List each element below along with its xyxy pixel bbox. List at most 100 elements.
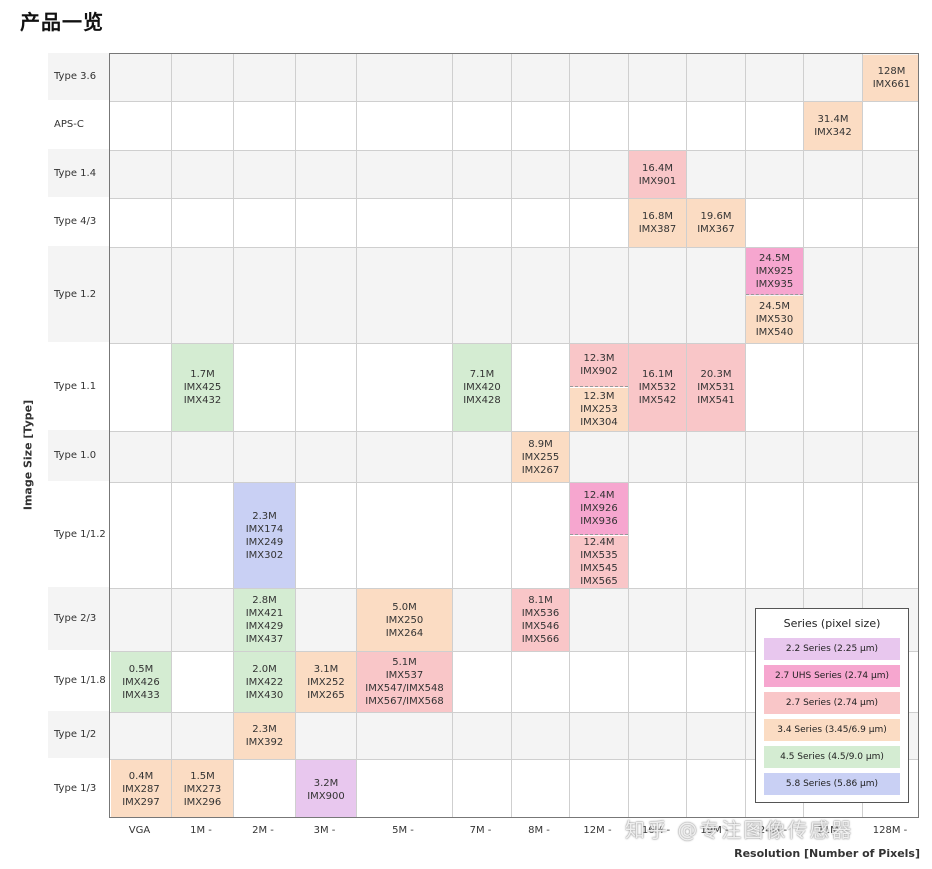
product-cell: 16.4M IMX901 — [629, 151, 686, 198]
grid-row-line — [110, 759, 918, 760]
product-cell-text: IMX537 — [385, 670, 424, 681]
product-cell-text: 2.3M — [252, 510, 277, 522]
product-cell: 1.5M IMX273 IMX296 — [172, 760, 233, 817]
product-cell: 2.3M IMX392 — [234, 713, 295, 759]
product-cell-text: 3.1M — [313, 663, 339, 675]
row-label: Type 1/1.2 — [54, 528, 106, 540]
product-cell-text: IMX535 — [580, 550, 618, 561]
row-label: Type 1.2 — [48, 246, 109, 342]
row-label: Type 2/3 — [48, 587, 109, 650]
product-cell-text: IMX302 — [245, 549, 284, 561]
product-cell: 8.1M IMX536 IMX546 IMX566 — [512, 589, 569, 651]
product-cell: 16.8M IMX387 — [629, 199, 686, 247]
product-cell-text: IMX342 — [814, 127, 852, 138]
product-cell-text: 16.1M — [642, 369, 673, 380]
grid-row-line — [110, 198, 918, 199]
legend-item: 3.4 Series (3.45/6.9 µm) — [764, 719, 900, 741]
product-cell: 16.1M IMX532 IMX542 — [629, 344, 686, 431]
product-cell-text: IMX547/IMX548 — [365, 683, 444, 694]
product-cell: 12.3M IMX253 IMX304 — [570, 388, 628, 431]
grid-row-line — [110, 482, 918, 483]
product-cell-text: 20.3M — [700, 369, 732, 380]
product-cell-text: IMX432 — [183, 395, 222, 406]
product-cell: 0.4M IMX287 IMX297 — [111, 760, 171, 817]
product-cell-text: 2.0M — [252, 663, 277, 675]
product-cell-text: IMX267 — [521, 464, 560, 476]
row-label: Type 1.0 — [48, 430, 109, 481]
product-cell-text: IMX273 — [183, 784, 222, 795]
product-cell-text: IMX392 — [245, 737, 284, 748]
product-cell: 3.2M IMX900 — [296, 760, 356, 817]
product-cell-text: 5.0M — [392, 601, 417, 613]
grid-row-line — [110, 343, 918, 344]
product-cell: 31.4M IMX342 — [804, 102, 862, 150]
column-label: 31M - — [817, 825, 846, 836]
grid-column-line — [862, 54, 863, 817]
product-cell-text: 0.4M — [128, 771, 154, 782]
row-label: Type 1/2 — [48, 711, 109, 758]
page-title: 产品一览 — [20, 10, 104, 34]
product-cell: 2.8M IMX421 IMX429 IMX437 — [234, 589, 295, 651]
product-cell-text: IMX536 — [521, 608, 560, 619]
grid-column-line — [233, 54, 234, 817]
product-cell-text: IMX936 — [580, 516, 618, 527]
product-cell-text: IMX255 — [521, 451, 560, 463]
product-cell-text: IMX264 — [385, 627, 424, 639]
product-cell-text: IMX546 — [521, 621, 560, 632]
row-label: Type 1.4 — [48, 149, 109, 197]
product-cell-text: 1.5M — [190, 771, 215, 782]
watermark: 知乎 @专注图像传感器 — [625, 818, 854, 842]
row-label: Type 3.6 — [48, 53, 109, 100]
product-cell-text: IMX426 — [122, 676, 160, 688]
product-cell-text: 31.4M — [817, 114, 849, 125]
grid-row-line — [110, 431, 918, 432]
product-cell-text: IMX287 — [122, 784, 160, 795]
product-cell: 3.1M IMX252 IMX265 — [296, 652, 356, 712]
grid-column-line — [628, 54, 629, 817]
column-label: 12M - — [583, 825, 612, 836]
product-cell-text: 128M — [877, 66, 906, 77]
product-cell-text: IMX902 — [580, 366, 618, 377]
product-cell-text: 8.1M — [528, 595, 553, 606]
product-cell: 24.5M IMX925 IMX935 — [746, 248, 803, 295]
grid-row-line — [110, 651, 918, 652]
row-label: APS-C — [54, 119, 84, 130]
product-cell-text: IMX531 — [697, 382, 735, 393]
product-cell-text: 24.5M — [759, 301, 790, 312]
product-cell-text: IMX421 — [245, 608, 284, 619]
column-label: 128M - — [872, 825, 908, 836]
product-cell: 1.7M IMX425 IMX432 — [172, 344, 233, 431]
product-cell-text: 0.5M — [128, 663, 154, 675]
grid-row-line — [110, 150, 918, 151]
grid-column-line — [803, 54, 804, 817]
grid-column-line — [356, 54, 357, 817]
legend-title: Series (pixel size) — [783, 617, 881, 630]
product-cell-text: IMX296 — [183, 797, 222, 808]
product-cell-text: 16.4M — [642, 162, 673, 174]
legend-item: 2.7 UHS Series (2.74 µm) — [764, 665, 900, 687]
product-cell-text: IMX926 — [580, 503, 618, 514]
product-cell: 12.4M IMX926 IMX936 — [570, 483, 628, 535]
product-cell: 24.5M IMX530 IMX540 — [746, 296, 803, 343]
column-label: 2M - — [252, 825, 274, 836]
row-label: Type 4/3 — [54, 216, 97, 227]
product-cell-text: 7.1M — [469, 369, 495, 380]
grid-column-line — [171, 54, 172, 817]
product-cell: 2.3M IMX174 IMX249 IMX302 — [234, 483, 295, 588]
grid-row-line — [110, 712, 918, 713]
product-cell-text: IMX252 — [307, 676, 345, 688]
product-cell: 12.4M IMX535 IMX545 IMX565 — [570, 536, 628, 588]
legend-item: 2.2 Series (2.25 µm) — [764, 638, 900, 660]
column-label: 1M - — [190, 825, 212, 836]
product-cell-text: IMX249 — [245, 536, 284, 548]
grid-column-line — [569, 54, 570, 817]
product-cell-text: 1.7M — [190, 369, 215, 380]
product-cell-text: IMX265 — [307, 689, 345, 701]
product-cell-text: 16.8M — [642, 211, 673, 222]
product-cell-text: IMX422 — [245, 676, 284, 688]
product-cell-text: IMX387 — [638, 224, 677, 235]
product-cell: 8.9M IMX255 IMX267 — [512, 432, 569, 482]
product-cell: 128M IMX661 — [863, 55, 918, 101]
product-cell-text: 2.3M — [252, 724, 277, 735]
product-cell-text: IMX925 — [755, 265, 794, 277]
